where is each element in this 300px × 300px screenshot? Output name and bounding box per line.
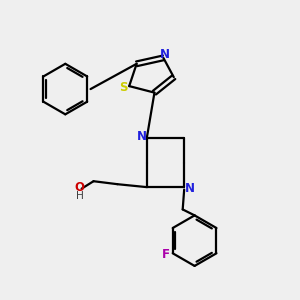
- Text: O: O: [74, 181, 84, 194]
- Text: H: H: [76, 191, 84, 201]
- Text: N: N: [184, 182, 194, 195]
- Text: F: F: [162, 248, 170, 261]
- Text: S: S: [120, 81, 128, 94]
- Text: N: N: [160, 48, 170, 62]
- Text: N: N: [137, 130, 147, 143]
